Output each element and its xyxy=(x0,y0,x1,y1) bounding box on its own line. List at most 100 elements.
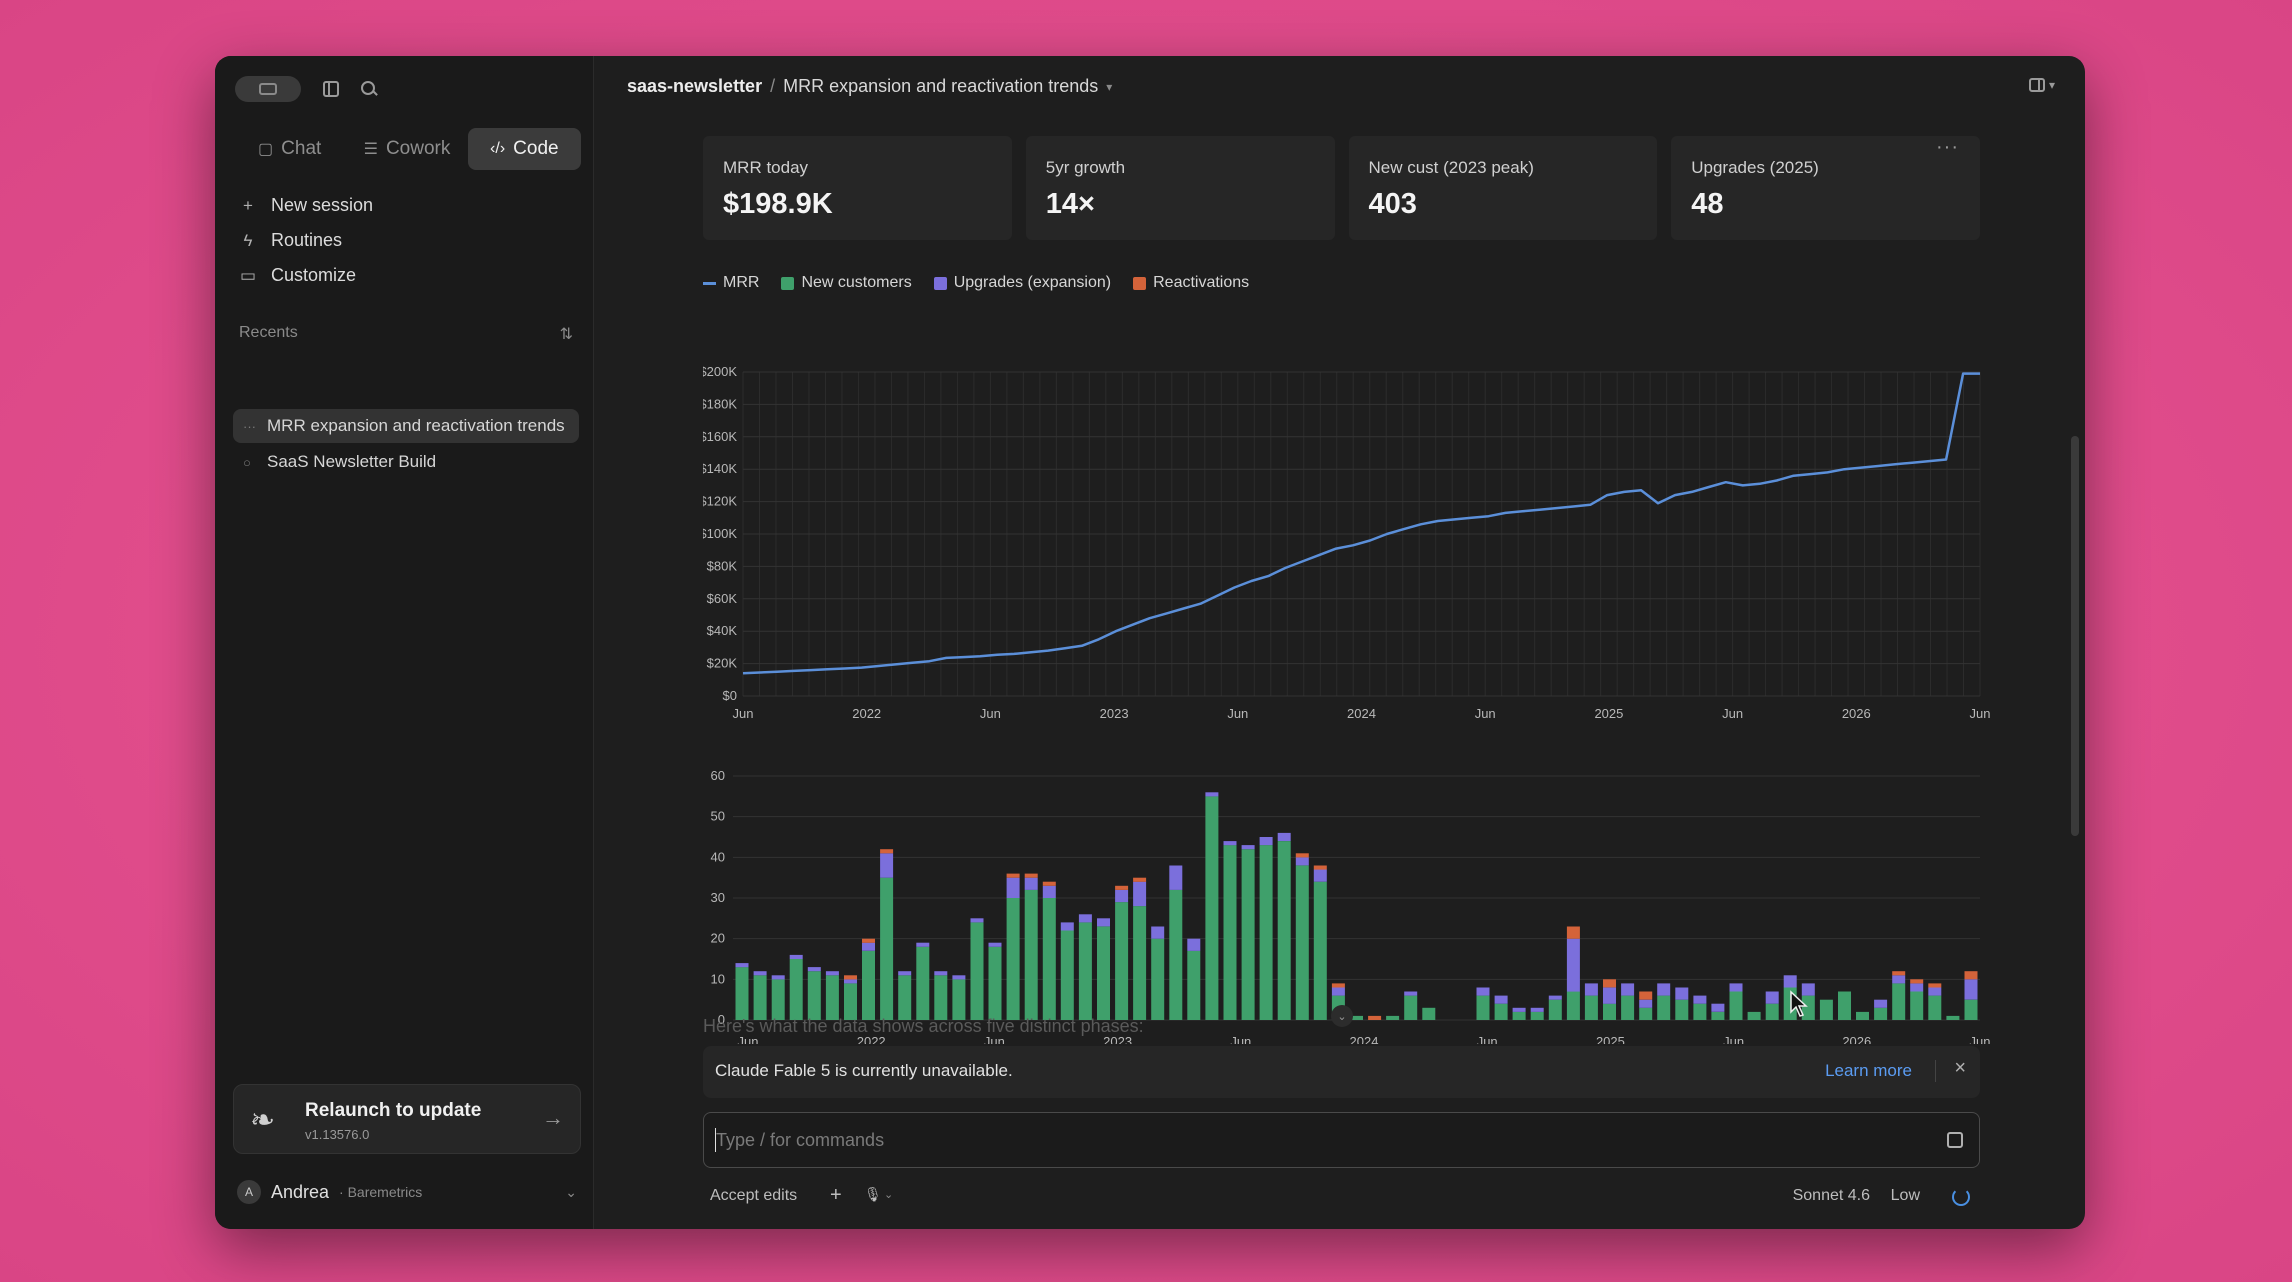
nav-label: Routines xyxy=(271,230,343,250)
project-name[interactable]: saas-newsletter xyxy=(627,76,763,96)
tab-chat[interactable]: ▢ Chat xyxy=(233,128,346,170)
bar-upgrades xyxy=(916,942,930,947)
bar-upgrades xyxy=(789,954,803,959)
bar-reactivations xyxy=(1928,983,1942,988)
chevron-down-icon[interactable]: ▾ xyxy=(1106,79,1113,94)
bar-new-customers xyxy=(807,971,821,1020)
routines-button[interactable]: ϟ Routines xyxy=(239,223,373,258)
bar-new-customers xyxy=(1856,1011,1869,1020)
bar-upgrades xyxy=(1584,983,1598,996)
accept-edits-button[interactable]: Accept edits xyxy=(710,1187,798,1204)
more-options-icon[interactable]: ··· xyxy=(1936,136,1959,158)
bar-upgrades xyxy=(1765,991,1779,1004)
microphone-icon[interactable]: 🎙︎ xyxy=(864,1186,882,1202)
scroll-down-button[interactable]: ⌄ xyxy=(1331,1005,1353,1027)
bar-new-customers xyxy=(916,946,930,1020)
bar-upgrades xyxy=(1639,999,1653,1008)
y-tick-label: 60 xyxy=(711,768,725,783)
tab-code[interactable]: ‹/› Code xyxy=(467,128,581,170)
bar-new-customers xyxy=(1187,950,1201,1020)
bar-upgrades xyxy=(1801,983,1815,996)
bar-upgrades xyxy=(1078,914,1092,923)
bar-upgrades xyxy=(771,975,785,980)
tab-cowork[interactable]: ☰ Cowork xyxy=(350,128,463,170)
recent-item[interactable]: ··· MRR expansion and reactivation trend… xyxy=(233,409,579,443)
window-toggle-button[interactable] xyxy=(235,76,301,102)
chevron-down-icon[interactable]: ⌄ xyxy=(884,1189,894,1201)
learn-more-link[interactable]: Learn more xyxy=(1825,1061,1912,1080)
sidebar-toggle-icon[interactable] xyxy=(323,81,339,97)
bar-new-customers xyxy=(1223,845,1237,1020)
model-selector[interactable]: Sonnet 4.6 xyxy=(1792,1187,1870,1204)
bar-new-customers xyxy=(735,967,749,1020)
x-tick-label: Jun xyxy=(1227,706,1248,721)
y-tick-label: 0 xyxy=(718,1012,725,1027)
bar-new-customers xyxy=(1386,1015,1400,1020)
bar-upgrades xyxy=(898,971,912,976)
bar-new-customers xyxy=(1476,995,1490,1020)
stop-icon[interactable] xyxy=(1947,1132,1963,1148)
bar-new-customers xyxy=(825,975,839,1020)
bar-new-customers xyxy=(1729,991,1743,1020)
bar-reactivations xyxy=(862,938,875,943)
page-title[interactable]: MRR expansion and reactivation trends xyxy=(783,76,1099,96)
x-tick-label: Jun xyxy=(1230,1034,1251,1044)
kpi-label: New cust (2023 peak) xyxy=(1368,158,1534,177)
loading-spinner-icon xyxy=(1952,1188,1970,1206)
bar-upgrades xyxy=(934,971,948,976)
y-tick-label: $160K xyxy=(703,429,737,444)
relaunch-update-card[interactable]: ❧ Relaunch to update v1.13576.0 → xyxy=(233,1084,581,1154)
bar-new-customers xyxy=(1259,845,1273,1020)
customize-button[interactable]: ▭ Customize xyxy=(239,258,373,293)
bar-upgrades xyxy=(1910,983,1924,992)
legend-swatch xyxy=(1133,276,1147,290)
kpi-row: MRR today $198.9K 5yr growth 14× New cus… xyxy=(703,136,1980,240)
bar-new-customers xyxy=(1584,995,1598,1020)
bar-new-customers xyxy=(880,877,894,1020)
y-tick-label: $20K xyxy=(707,656,738,671)
recent-label: MRR expansion and reactivation trends xyxy=(267,416,565,435)
bar-new-customers xyxy=(1838,991,1851,1020)
bar-reactivations xyxy=(1910,979,1924,984)
legend-item-reactivations[interactable]: Reactivations xyxy=(1133,274,1249,292)
bar-reactivations xyxy=(1368,1015,1382,1020)
bar-reactivations xyxy=(1115,885,1129,890)
sort-icon[interactable]: ⇅ xyxy=(559,326,573,343)
bar-upgrades xyxy=(1548,995,1562,1000)
legend-item-new-customers[interactable]: New customers xyxy=(781,274,912,292)
kpi-card: MRR today $198.9K xyxy=(703,136,1012,240)
bar-new-customers xyxy=(1042,898,1056,1020)
kpi-label: Upgrades (2025) xyxy=(1691,158,1819,177)
bar-upgrades xyxy=(1476,987,1490,996)
close-icon[interactable]: × xyxy=(1954,1057,1966,1079)
chevron-down-icon: ▾ xyxy=(2048,78,2055,92)
legend-item-mrr[interactable]: MRR xyxy=(703,274,759,292)
bar-new-customers xyxy=(1675,999,1689,1020)
message-composer[interactable]: Type / for commands xyxy=(703,1112,1980,1168)
recent-item[interactable]: ○ SaaS Newsletter Build xyxy=(233,445,579,479)
sidebar: ▢ Chat ☰ Cowork ‹/› Code + New session ϟ… xyxy=(215,56,594,1229)
bar-new-customers xyxy=(1657,995,1671,1020)
composer-toolbar: Accept edits + 🎙︎ ⌄ Sonnet 4.6 Low xyxy=(710,1184,1980,1210)
y-tick-label: $40K xyxy=(707,623,738,638)
legend-item-upgrades[interactable]: Upgrades (expansion) xyxy=(933,274,1111,292)
effort-selector[interactable]: Low xyxy=(1890,1187,1920,1204)
bar-upgrades xyxy=(1530,1007,1544,1012)
bar-upgrades xyxy=(988,942,1002,947)
y-tick-label: $0 xyxy=(723,688,737,703)
panel-toggle-button[interactable]: ▾ xyxy=(2028,78,2055,92)
legend-label: New customers xyxy=(801,274,912,291)
x-tick-label: Jun xyxy=(1722,706,1743,721)
chevron-down-icon: ⌄ xyxy=(565,1183,577,1200)
new-session-button[interactable]: + New session xyxy=(239,188,373,223)
bar-upgrades xyxy=(1169,865,1183,890)
kpi-value: 403 xyxy=(1368,188,1417,220)
y-tick-label: 10 xyxy=(711,971,725,986)
bar-new-customers xyxy=(970,922,984,1020)
bar-new-customers xyxy=(771,979,785,1020)
scrollbar[interactable] xyxy=(2071,436,2079,836)
x-tick-label: 2023 xyxy=(1103,1034,1132,1044)
add-icon[interactable]: + xyxy=(830,1184,842,1206)
user-menu[interactable]: A Andrea · Baremetrics ⌄ xyxy=(237,1178,577,1206)
search-icon[interactable] xyxy=(361,81,377,97)
